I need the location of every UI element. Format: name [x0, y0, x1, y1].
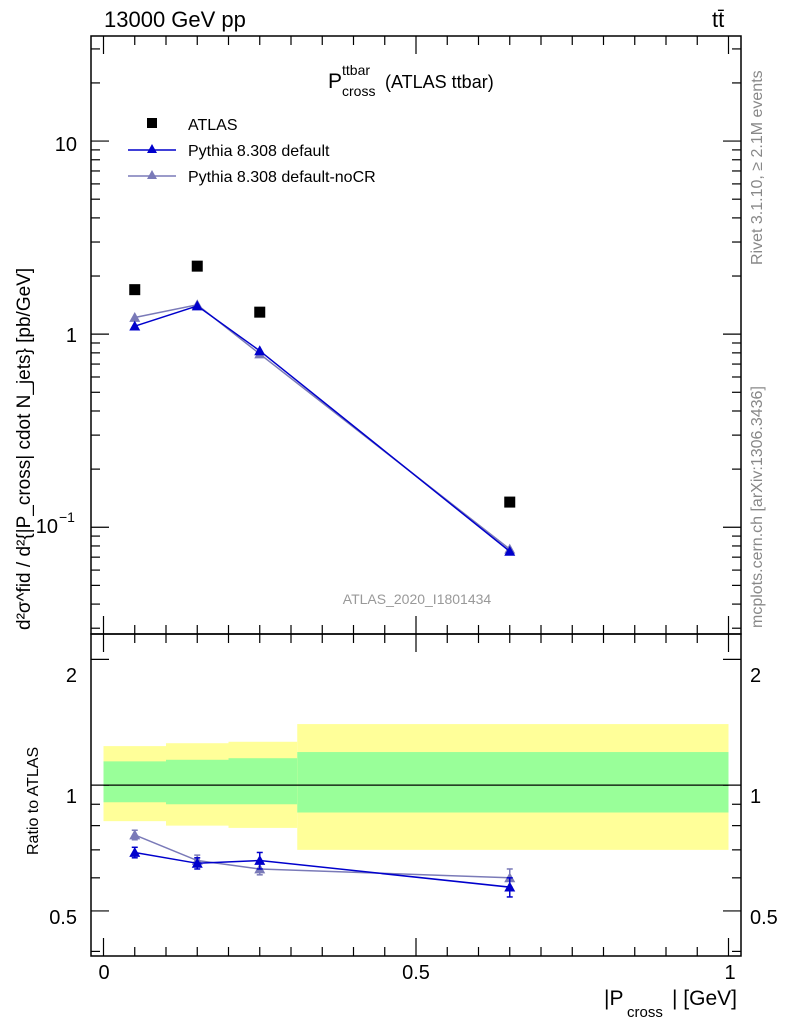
series-default-point — [129, 320, 141, 331]
x-tick-0p5: 0.5 — [402, 962, 430, 984]
ratio-bands — [103, 724, 729, 850]
ratio-default-point — [504, 881, 516, 892]
ratio-series — [129, 829, 516, 898]
title-main: P — [328, 70, 342, 93]
band-inner — [103, 761, 166, 803]
band-inner — [297, 752, 729, 813]
series-nocr-point — [129, 311, 141, 322]
title-suffix: (ATLAS ttbar) — [385, 72, 494, 92]
series-atlas-point — [254, 306, 266, 318]
main-series — [129, 260, 516, 556]
series-nocr-line — [134, 303, 511, 550]
main-x-ticks — [102, 36, 730, 634]
ratio-y-tick-1: 1 — [66, 786, 77, 808]
series-default-line — [134, 305, 511, 552]
series-default-point — [504, 545, 516, 556]
ratio-default-line — [134, 851, 510, 888]
main-y-tick-0p1-exp: −1 — [59, 509, 75, 525]
ratio-nocr-point — [129, 829, 141, 840]
ratio-y-tick-2-right: 2 — [750, 665, 761, 687]
x-tick-1: 1 — [724, 962, 735, 984]
series-atlas-point — [504, 496, 516, 508]
title-sub: cross — [342, 83, 375, 99]
legend-atlas-label: ATLAS — [188, 117, 238, 134]
ratio-x-ticks — [102, 634, 730, 956]
x-axis-label: |P cross | [GeV] — [604, 987, 737, 1021]
legend-nocr-marker — [147, 170, 157, 179]
main-panel: ATLAS_2020_I1801434 P ttbar cross (ATLAS… — [14, 35, 742, 635]
ratio-y-label: Ratio to ATLAS — [25, 747, 42, 855]
legend-nocr-label: Pythia 8.308 default-noCR — [188, 169, 376, 186]
x-label-post: | [GeV] — [672, 987, 737, 1010]
ratio-y-tick-0p5: 0.5 — [49, 907, 77, 929]
band-inner — [228, 758, 298, 805]
x-label-sub: cross — [627, 1004, 663, 1021]
x-tick-0: 0 — [98, 962, 109, 984]
rivet-label: Rivet 3.1.10, ≥ 2.1M events — [749, 70, 766, 265]
ratio-default-point — [254, 855, 266, 865]
ratio-y-tick-0p5-right: 0.5 — [750, 907, 778, 929]
main-y-label: d²σ^fid / d²{|P_cross| cdot N_jets} [pb/… — [14, 268, 35, 630]
legend-default-marker — [147, 144, 157, 153]
band-inner — [166, 759, 229, 805]
main-y-tick-10: 10 — [55, 134, 77, 156]
series-atlas-point — [191, 260, 203, 272]
main-y-tick-0p1-base: 10 — [36, 516, 58, 538]
legend-atlas-marker — [147, 118, 157, 128]
legend-default-label: Pythia 8.308 default — [188, 143, 330, 160]
analysis-label: ATLAS_2020_I1801434 — [343, 591, 492, 607]
title-sup: ttbar — [342, 62, 370, 78]
series-default-point — [254, 345, 266, 356]
ratio-panel: 0.5 1 2 0.5 1 2 Ratio to ATLAS 0 0.5 1 |… — [25, 633, 778, 1021]
series-atlas-point — [129, 284, 141, 296]
x-label-pre: |P — [604, 987, 623, 1010]
legend: ATLAS Pythia 8.308 default Pythia 8.308 … — [128, 117, 376, 186]
ratio-y-tick-2: 2 — [66, 665, 77, 687]
plot-title: P ttbar cross (ATLAS ttbar) — [328, 62, 494, 99]
main-y-tick-1: 1 — [66, 325, 77, 347]
ratio-default-point — [129, 846, 141, 857]
ratio-y-ticks — [91, 658, 741, 953]
ratio-default-point — [191, 857, 203, 868]
source-label: mcplots.cern.ch [arXiv:1306.3436] — [749, 386, 766, 628]
process-label: tt̄ — [712, 7, 724, 32]
energy-label: 13000 GeV pp — [104, 7, 246, 32]
series-default-point — [191, 300, 203, 311]
ratio-y-tick-1-right: 1 — [750, 786, 761, 808]
main-y-ticks — [91, 48, 741, 629]
